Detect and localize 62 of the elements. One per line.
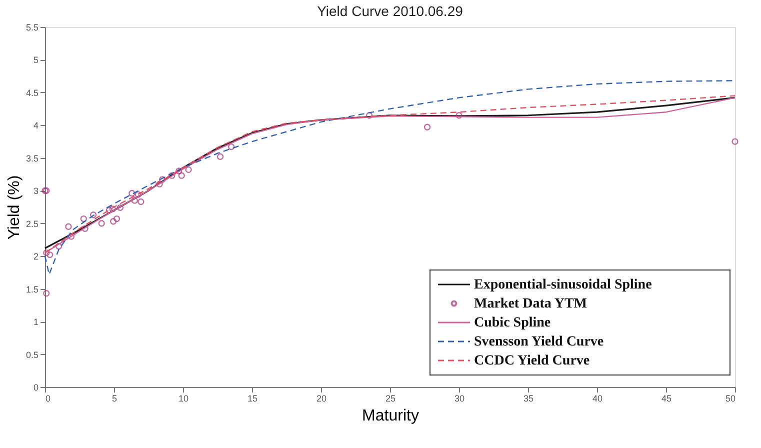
x-tick-label: 45	[661, 394, 672, 404]
point	[68, 233, 75, 240]
x-tick-label: 5	[112, 394, 118, 404]
point	[55, 242, 62, 250]
x-axis-title: Maturity	[362, 408, 419, 424]
point	[185, 166, 192, 174]
point	[106, 206, 113, 214]
legend-label: Cubic Spline	[474, 316, 551, 330]
point	[109, 206, 116, 212]
point	[732, 138, 738, 145]
x-tick-label: 20	[316, 394, 327, 404]
x-tick-label: 40	[592, 394, 603, 404]
legend-label: Market Data YTM	[474, 296, 588, 312]
point	[116, 204, 124, 211]
y-tick-label: 5	[33, 55, 38, 66]
x-tick-label: 35	[523, 394, 534, 404]
point	[456, 112, 462, 119]
point	[98, 220, 105, 227]
point	[134, 191, 142, 198]
y-tick-label: 1	[33, 317, 38, 328]
point	[366, 112, 373, 119]
chart-title: Yield Curve 2010.06.29	[317, 3, 464, 19]
point	[168, 172, 176, 179]
point	[90, 212, 97, 218]
x-tick-label: 0	[46, 394, 51, 404]
y-tick-label: 1.5	[26, 284, 38, 294]
point	[156, 180, 163, 188]
point	[138, 198, 144, 206]
point	[128, 190, 136, 197]
point	[43, 290, 50, 297]
y-tick-label: 0.5	[26, 350, 38, 360]
y-tick-label: 4	[33, 120, 38, 131]
y-tick-label: 0	[33, 382, 38, 392]
point	[113, 215, 120, 222]
legend-label: CCDC Yield Curve	[474, 354, 590, 368]
y-tick-label: 5.5	[26, 22, 38, 32]
point	[424, 124, 431, 130]
legend-label: Exponential-sinusoidal Spline	[474, 278, 652, 292]
point	[158, 176, 166, 183]
x-tick-label: 10	[178, 394, 189, 404]
y-tick-label: 3.5	[26, 153, 38, 164]
x-tick-label: 50	[725, 394, 736, 404]
point	[82, 225, 88, 232]
point	[131, 197, 138, 204]
point	[176, 168, 182, 174]
legend-label: Svensson Yield Curve	[474, 334, 604, 350]
x-tick-label: 15	[247, 394, 258, 404]
point	[178, 172, 185, 179]
point	[46, 251, 54, 258]
y-tick-label: 2.5	[26, 218, 38, 229]
y-tick-label: 3	[33, 186, 38, 196]
point	[43, 249, 50, 256]
x-tick-label: 30	[454, 394, 465, 404]
y-axis-title: Yield (%)	[6, 175, 23, 240]
point	[65, 223, 72, 230]
point	[80, 215, 87, 222]
x-tick-label: 25	[385, 394, 396, 404]
y-tick-label: 4.5	[26, 88, 38, 98]
point	[228, 143, 235, 150]
point	[110, 218, 117, 225]
point	[216, 153, 224, 160]
y-tick-label: 2	[33, 252, 38, 262]
